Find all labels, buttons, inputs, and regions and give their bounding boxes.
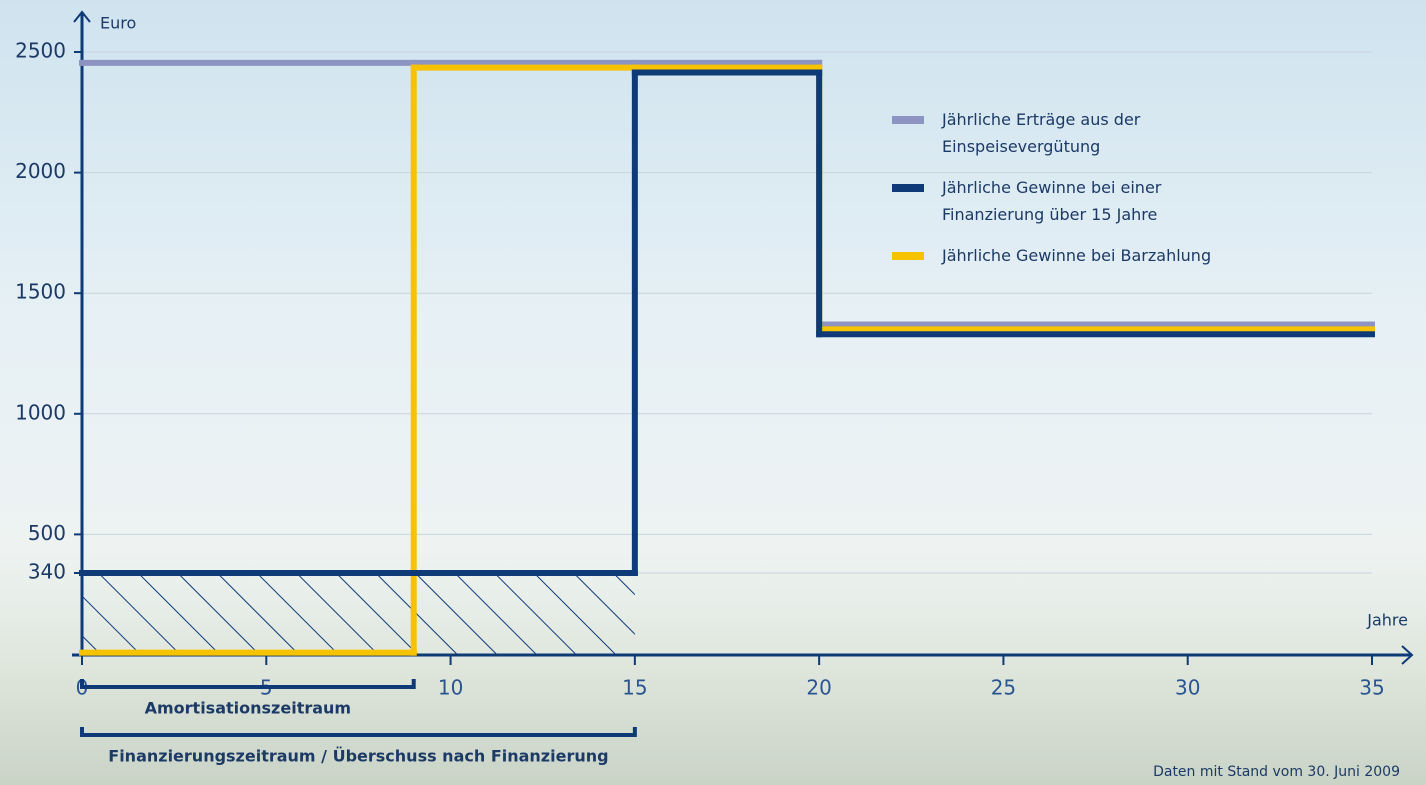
bracket [80, 727, 637, 737]
bracket [80, 679, 416, 689]
legend-item: Jährliche Erträge aus der Einspeisevergü… [892, 106, 1252, 160]
x-tick-label: 20 [806, 676, 831, 700]
y-tick-label: 2500 [15, 39, 66, 63]
legend-item: Jährliche Gewinne bei einer Finanzierung… [892, 174, 1252, 228]
x-tick-label: 25 [991, 676, 1016, 700]
y-tick-label: 340 [28, 559, 66, 583]
legend-swatch [892, 116, 924, 124]
y-axis-arrow [73, 10, 91, 23]
x-tick-label: 30 [1175, 676, 1200, 700]
bracket-label: Amortisationszeitraum [145, 699, 351, 718]
legend-label: Jährliche Gewinne bei Barzahlung [942, 246, 1212, 265]
y-axis-label: Euro [100, 14, 136, 33]
x-tick-label: 15 [622, 676, 647, 700]
legend-label: Jährliche Gewinne bei einer Finanzierung… [942, 178, 1162, 224]
x-tick-label: 10 [438, 676, 463, 700]
legend-label: Jährliche Erträge aus der Einspeisevergü… [942, 110, 1141, 156]
legend-swatch [892, 184, 924, 192]
y-tick-label: 500 [28, 521, 66, 545]
x-tick-label: 35 [1359, 676, 1384, 700]
hatched-area [82, 572, 635, 655]
y-tick-label: 2000 [15, 159, 66, 183]
y-tick-label: 1000 [15, 400, 66, 424]
source-note: Daten mit Stand vom 30. Juni 2009 [1153, 764, 1400, 780]
x-axis-label: Jahre [1366, 611, 1408, 630]
bracket-label: Finanzierungszeitraum / Überschuss nach … [108, 747, 608, 766]
legend-item: Jährliche Gewinne bei Barzahlung [892, 242, 1252, 269]
y-tick-label: 1500 [15, 280, 66, 304]
legend-swatch [892, 252, 924, 260]
x-axis-arrow [1401, 645, 1414, 665]
legend: Jährliche Erträge aus der Einspeisevergü… [892, 106, 1252, 283]
